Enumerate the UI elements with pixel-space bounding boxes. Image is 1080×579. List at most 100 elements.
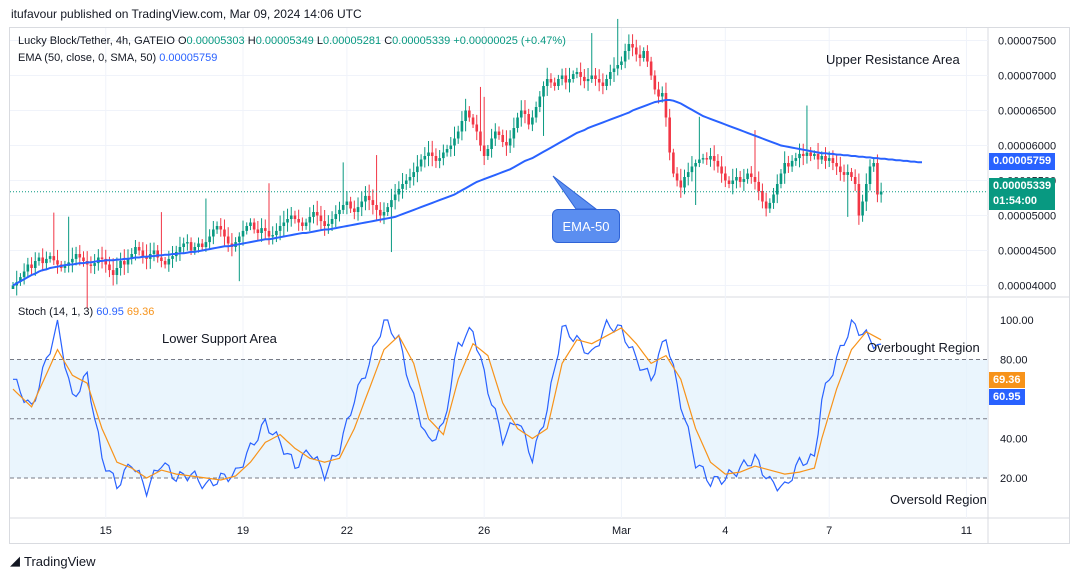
candle-body	[100, 257, 104, 259]
candle-body	[367, 195, 371, 201]
candle-body	[712, 156, 716, 161]
candle-body	[56, 260, 59, 265]
candle-body	[616, 65, 620, 69]
candle-body	[204, 242, 208, 247]
candle-body	[634, 47, 638, 55]
stoch-tick-label: 80.00	[1000, 355, 1028, 367]
candle-body	[108, 264, 111, 271]
candle-body	[583, 76, 586, 82]
candle-body	[516, 117, 519, 128]
brand[interactable]: ◢ TradingView	[10, 553, 96, 569]
candle-body	[215, 226, 219, 230]
candle-body	[805, 152, 809, 156]
candle-body	[301, 222, 304, 226]
candle-body	[323, 221, 326, 226]
candle-body	[82, 257, 85, 261]
candle-body	[200, 243, 204, 247]
candle-body	[527, 114, 530, 125]
candle-body	[720, 166, 723, 174]
candle-body	[775, 184, 779, 195]
candle-body	[312, 212, 315, 217]
candle-body	[134, 247, 137, 254]
overbought-label: Overbought Region	[867, 340, 980, 355]
legend-low: 0.00005281	[323, 35, 382, 47]
legend-high: 0.00005349	[255, 35, 314, 47]
candle-body	[839, 166, 842, 173]
candle-body	[89, 264, 93, 266]
legend-symbol: Lucky Block/Tether, 4h, GATEIO	[18, 35, 175, 47]
candle-body	[853, 177, 857, 184]
ema-50-line	[12, 99, 922, 287]
stoch-k-value: 60.95	[96, 306, 124, 318]
tradingview-logo-icon: ◢	[10, 553, 20, 568]
candle-body	[52, 256, 56, 261]
candle-body	[93, 263, 96, 266]
candle-body	[512, 128, 516, 139]
candle-body	[538, 96, 542, 107]
candle-body	[345, 201, 349, 205]
candle-body	[297, 219, 300, 223]
candle-body	[668, 117, 671, 153]
candle-body	[378, 209, 382, 216]
candle-body	[282, 222, 286, 226]
candle-body	[698, 159, 701, 163]
candle-body	[360, 201, 364, 208]
candle-body	[749, 173, 753, 177]
candle-body	[564, 75, 568, 83]
price-tick-label: 0.00005000	[998, 211, 1056, 223]
brand-name: TradingView	[24, 553, 96, 569]
time-tick-label: Mar	[612, 525, 631, 537]
candle-body	[701, 158, 705, 160]
candle-body	[816, 153, 820, 160]
candle-body	[245, 226, 249, 231]
candle-body	[534, 107, 538, 118]
candle-body	[868, 166, 872, 184]
candle-body	[660, 93, 664, 97]
candle-body	[686, 172, 690, 177]
candle-body	[753, 177, 757, 182]
candle-body	[638, 54, 642, 58]
candle-body	[171, 256, 174, 259]
candle-body	[560, 75, 564, 79]
candle-body	[746, 173, 749, 180]
time-tick-label: 26	[478, 525, 490, 537]
candle-body	[827, 158, 831, 161]
candle-body	[468, 110, 471, 118]
candle-body	[768, 202, 772, 209]
candle-body	[11, 285, 15, 289]
candle-body	[646, 51, 649, 62]
candle-body	[679, 180, 683, 188]
candle-body	[519, 110, 523, 118]
candle-body	[664, 93, 668, 118]
candle-body	[649, 61, 653, 76]
candle-body	[249, 222, 252, 226]
candle-body	[831, 158, 835, 163]
candle-body	[672, 152, 675, 174]
candle-body	[508, 138, 512, 146]
candle-body	[779, 173, 783, 184]
candle-body	[371, 200, 375, 205]
legend-open-label: O	[177, 35, 187, 47]
candle-body	[857, 184, 861, 216]
candle-body	[278, 226, 282, 231]
candle-body	[386, 207, 390, 212]
candle-body	[586, 79, 590, 82]
candle-body	[286, 219, 289, 223]
candle-body	[182, 243, 185, 247]
candle-body	[631, 44, 634, 48]
candle-body	[690, 166, 694, 173]
price-tick-label: 0.00006000	[998, 141, 1056, 153]
candle-body	[601, 82, 605, 86]
candle-body	[186, 242, 189, 244]
oversold-label: Oversold Region	[890, 492, 987, 507]
ema-legend-value: 0.00005759	[159, 52, 218, 64]
candle-body	[126, 258, 130, 265]
publisher-line: itufavour published on TradingView.com, …	[11, 7, 362, 21]
candle-body	[315, 212, 319, 216]
candle-body	[48, 256, 52, 259]
candle-body	[22, 271, 26, 278]
candle-body	[597, 79, 601, 83]
legend-close: 0.00005339	[392, 35, 451, 47]
candle-body	[865, 184, 868, 202]
